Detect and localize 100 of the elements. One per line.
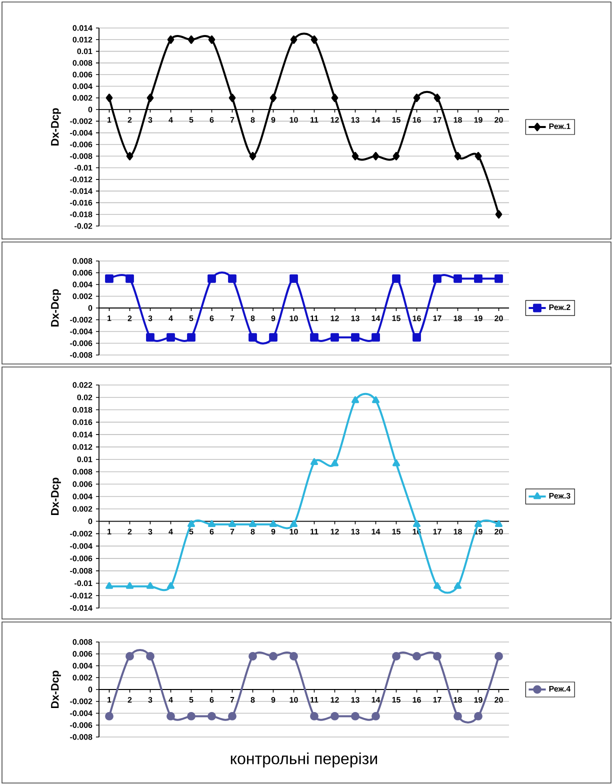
y-tick-label: -0.008: [70, 352, 92, 358]
x-tick-label: 18: [454, 117, 462, 123]
x-tick-label: 2: [128, 697, 132, 703]
y-tick-label: -0.012: [70, 176, 92, 182]
point: [105, 582, 114, 589]
y-tick-label: 0.01: [77, 456, 92, 462]
point: [352, 152, 359, 160]
x-tick-label: 4: [168, 316, 173, 322]
y-axis-title: Dx-Dср: [51, 670, 61, 708]
point: [146, 582, 154, 589]
x-tick-label: 2: [128, 528, 132, 534]
y-tick-label: -0.01: [74, 580, 92, 586]
x-tick-label: 19: [474, 316, 482, 322]
point: [495, 210, 502, 219]
x-tick-label: 13: [351, 117, 360, 123]
x-tick-label: 8: [250, 316, 255, 322]
x-tick-label: 10: [290, 528, 298, 534]
x-tick-label: 20: [494, 316, 503, 322]
x-tick-label: 11: [310, 528, 318, 534]
y-tick-label: 0.02: [77, 394, 92, 400]
point: [270, 94, 277, 102]
y-tick-label: 0.014: [72, 432, 92, 438]
y-tick-label: 0.008: [72, 60, 92, 66]
y-tick-label: 0.002: [72, 293, 92, 300]
x-tick-label: 3: [148, 528, 152, 534]
point: [392, 459, 400, 466]
y-tick-label: -0.004: [70, 710, 92, 716]
y-tick-label: 0.018: [72, 406, 92, 413]
y-tick-label: 0.01: [77, 48, 92, 54]
x-tick-label: 14: [372, 117, 380, 123]
point: [372, 396, 380, 404]
y-tick-label: -0.014: [70, 605, 92, 611]
x-tick-label: 3: [148, 117, 152, 123]
x-tick-label: 16: [412, 697, 421, 703]
point: [146, 94, 154, 102]
x-tick-label: 7: [230, 528, 234, 534]
x-tick-label: 10: [290, 316, 298, 322]
x-tick-label: 12: [330, 528, 339, 534]
x-tick-label: 15: [392, 316, 400, 322]
y-tick-label: -0.002: [70, 530, 92, 536]
x-tick-label: 14: [372, 528, 380, 534]
y-tick-label: -0.004: [70, 543, 92, 549]
y-tick-label: 0.006: [72, 651, 92, 657]
point: [187, 520, 196, 527]
x-tick-label: 20: [494, 117, 503, 123]
x-tick-label: 9: [271, 316, 276, 322]
y-tick-label: 0.004: [72, 494, 92, 500]
point: [413, 94, 420, 102]
x-tick-label: 6: [210, 316, 214, 322]
x-tick-label: 9: [271, 697, 276, 703]
point: [474, 152, 482, 160]
y-tick-label: -0.002: [70, 316, 92, 323]
x-axis-title: контрольні перерізи: [230, 752, 377, 768]
y-tick-label: 0.002: [72, 506, 92, 512]
x-tick-label: 10: [290, 697, 298, 703]
x-tick-label: 7: [230, 697, 234, 703]
legend-label: Реж.2: [549, 304, 570, 310]
y-tick-label: -0.006: [70, 142, 92, 148]
y-tick-label: -0.014: [70, 188, 92, 194]
point: [269, 520, 278, 527]
point: [351, 396, 360, 404]
x-tick-label: 12: [330, 117, 339, 123]
x-tick-label: 13: [351, 316, 360, 322]
x-tick-label: 19: [474, 117, 482, 123]
x-tick-label: 8: [250, 697, 255, 703]
point: [228, 520, 236, 527]
x-tick-label: 13: [351, 528, 360, 534]
y-tick-label: 0.014: [72, 25, 92, 31]
x-tick-label: 5: [189, 528, 194, 534]
point: [249, 152, 256, 160]
x-tick-label: 17: [433, 117, 442, 123]
x-tick-label: 11: [310, 316, 318, 322]
point: [208, 520, 216, 527]
y-tick-label: -0.002: [70, 118, 92, 124]
x-tick-label: 1: [108, 697, 112, 703]
x-tick-label: 5: [189, 117, 194, 123]
point: [474, 520, 482, 527]
y-tick-label: 0.006: [72, 481, 92, 487]
y-tick-label: 0: [88, 305, 92, 311]
point: [248, 520, 257, 527]
y-tick-label: 0.008: [72, 639, 92, 645]
y-tick-label: -0.008: [70, 734, 92, 740]
y-tick-label: 0.004: [72, 83, 92, 90]
legend-label: Реж.1: [549, 124, 570, 130]
x-tick-label: 15: [392, 528, 400, 534]
x-tick-label: 16: [412, 117, 421, 123]
point: [126, 152, 134, 160]
point: [454, 152, 462, 160]
x-tick-label: 2: [128, 117, 132, 123]
y-axis-title: Dx-Dср: [51, 108, 61, 146]
x-tick-label: 14: [372, 697, 380, 703]
x-tick-label: 12: [330, 316, 339, 322]
x-tick-label: 8: [250, 528, 255, 534]
point: [126, 582, 134, 589]
x-tick-label: 10: [290, 117, 298, 123]
point: [310, 35, 318, 44]
x-tick-label: 8: [250, 117, 255, 123]
y-tick-label: 0.022: [72, 382, 92, 388]
point: [392, 152, 400, 160]
y-tick-label: 0.002: [72, 95, 92, 101]
